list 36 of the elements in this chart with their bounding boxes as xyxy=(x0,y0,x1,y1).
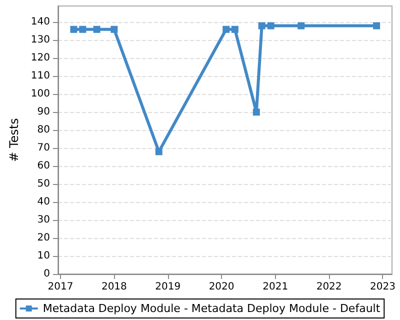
x-tick-label: 2021 xyxy=(262,282,288,292)
point xyxy=(155,148,162,156)
y-tick-label: 60 xyxy=(37,160,50,172)
y-tick-label: 0 xyxy=(44,268,50,280)
y-tick-label: 110 xyxy=(30,70,50,82)
point xyxy=(231,26,238,33)
x-tick-label: 2023 xyxy=(370,282,396,292)
y-tick-label: 90 xyxy=(37,106,50,118)
y-axis-title: # Tests xyxy=(7,118,21,162)
point xyxy=(93,26,100,33)
point xyxy=(79,26,86,33)
y-tick-label: 20 xyxy=(37,232,50,244)
y-tick-label: 100 xyxy=(30,88,50,100)
point xyxy=(70,26,78,33)
point xyxy=(252,108,260,116)
x-tick-label: 2022 xyxy=(316,282,342,292)
point xyxy=(298,22,305,30)
y-tick-label: 70 xyxy=(37,142,50,154)
x-tick-label: 2018 xyxy=(101,282,127,292)
y-tick-label: 50 xyxy=(37,178,50,190)
y-tick-label: 30 xyxy=(37,214,50,226)
y-tick-label: 40 xyxy=(37,196,50,208)
point xyxy=(373,22,380,30)
y-tick-label: 130 xyxy=(30,34,50,46)
x-tick-label: 2019 xyxy=(155,282,181,292)
y-tick-label: 120 xyxy=(30,52,50,64)
x-tick-label: 2020 xyxy=(208,282,234,292)
point xyxy=(222,26,230,33)
y-tick-label: 10 xyxy=(37,250,50,262)
legend-label: Metadata Deploy Module - Metadata Deploy Module - Default xyxy=(42,302,381,315)
point xyxy=(267,22,274,30)
y-tick-label: 80 xyxy=(37,124,50,136)
point xyxy=(110,26,118,33)
point xyxy=(258,22,266,30)
y-tick-label: 140 xyxy=(30,16,50,28)
x-tick-label: 2017 xyxy=(48,282,74,292)
